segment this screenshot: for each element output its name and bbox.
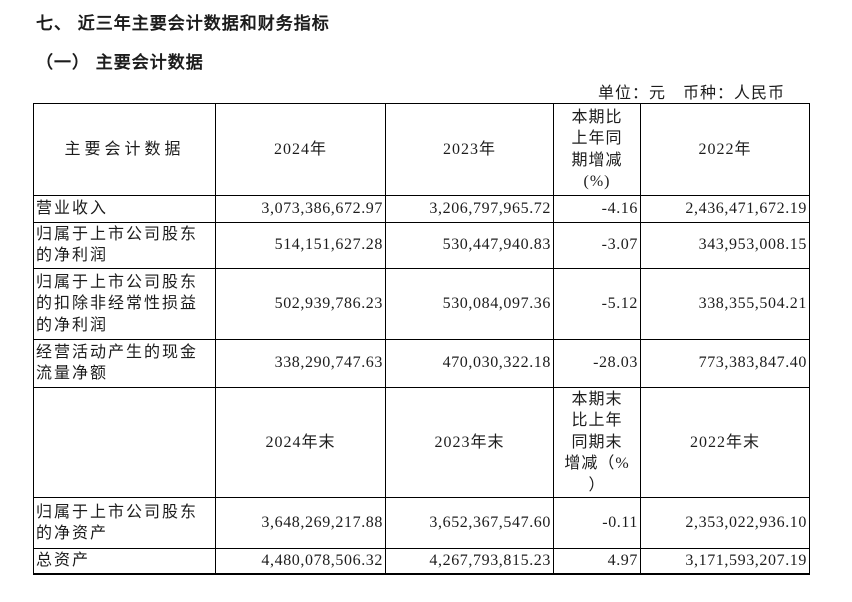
cell-change-pct: -4.16: [553, 195, 641, 223]
cell-2024-value: 338,290,747.63: [215, 338, 386, 388]
header-cell-label: 主要会计数据: [33, 103, 216, 196]
cell-2023-value: 530,084,097.36: [385, 267, 554, 340]
cell-change-pct: -0.11: [553, 497, 641, 550]
header-cell-2022: 2022年: [640, 103, 810, 196]
header-cell-2023-end: 2023年末: [385, 386, 554, 499]
table-row-total-assets: 总资产 4,480,078,506.32 4,267,793,815.23 4.…: [33, 548, 810, 575]
cell-2023-value: 3,206,797,965.72: [385, 195, 554, 223]
cell-label: 经营活动产生的现金 流量净额: [33, 338, 216, 388]
accounting-data-table: 主要会计数据 2024年 2023年 本期比 上年同 期增减 (%) 2022年…: [33, 103, 810, 575]
cell-label: 归属于上市公司股东 的扣除非经常性损益 的净利润: [33, 267, 216, 340]
cell-2022-value: 3,171,593,207.19: [640, 548, 810, 575]
cell-2022-value: 2,436,471,672.19: [640, 195, 810, 223]
cell-change-pct: -28.03: [553, 338, 641, 388]
cell-label: 营业收入: [33, 195, 216, 223]
cell-2024-value: 514,151,627.28: [215, 222, 386, 269]
cell-change-pct: 4.97: [553, 548, 641, 575]
cell-label: 归属于上市公司股东 的净利润: [33, 222, 216, 269]
cell-2024-value: 3,648,269,217.88: [215, 497, 386, 550]
cell-2024-value: 4,480,078,506.32: [215, 548, 386, 575]
header-cell-2024-end: 2024年末: [215, 386, 386, 499]
header-cell-2023: 2023年: [385, 103, 554, 196]
table-row-operating-revenue: 营业收入 3,073,386,672.97 3,206,797,965.72 -…: [33, 195, 810, 223]
header-cell-change-pct: 本期比 上年同 期增减 (%): [553, 103, 641, 196]
cell-2022-value: 773,383,847.40: [640, 338, 810, 388]
annual-header-row: 主要会计数据 2024年 2023年 本期比 上年同 期增减 (%) 2022年: [33, 103, 810, 196]
unit-currency-note: 单位：元 币种：人民币: [597, 85, 785, 102]
cell-change-pct: -5.12: [553, 267, 641, 340]
period-end-header-row: 2024年末 2023年末 本期末 比上年 同期末 增减（% ） 2022年末: [33, 386, 810, 499]
cell-2023-value: 3,652,367,547.60: [385, 497, 554, 550]
cell-change-pct: -3.07: [553, 222, 641, 269]
header-cell-2022-end: 2022年末: [640, 386, 810, 499]
cell-2022-value: 343,953,008.15: [640, 222, 810, 269]
section-title: 七、 近三年主要会计数据和财务指标: [36, 14, 330, 33]
cell-2022-value: 2,353,022,936.10: [640, 497, 810, 550]
header-cell-end-change-pct: 本期末 比上年 同期末 增减（% ）: [553, 386, 641, 499]
table-row-net-profit-excl-nonrecurring: 归属于上市公司股东 的扣除非经常性损益 的净利润 502,939,786.23 …: [33, 267, 810, 340]
cell-2024-value: 502,939,786.23: [215, 267, 386, 340]
header-cell-2024: 2024年: [215, 103, 386, 196]
table-row-net-assets: 归属于上市公司股东 的净资产 3,648,269,217.88 3,652,36…: [33, 497, 810, 550]
header-cell-empty: [33, 386, 216, 499]
subsection-title: （一） 主要会计数据: [36, 53, 204, 72]
cell-2023-value: 530,447,940.83: [385, 222, 554, 269]
cell-2023-value: 4,267,793,815.23: [385, 548, 554, 575]
table-row-net-profit: 归属于上市公司股东 的净利润 514,151,627.28 530,447,94…: [33, 222, 810, 269]
cell-2023-value: 470,030,322.18: [385, 338, 554, 388]
cell-label: 总资产: [33, 548, 216, 575]
cell-2022-value: 338,355,504.21: [640, 267, 810, 340]
table-row-operating-cash-flow: 经营活动产生的现金 流量净额 338,290,747.63 470,030,32…: [33, 338, 810, 388]
cell-2024-value: 3,073,386,672.97: [215, 195, 386, 223]
cell-label: 归属于上市公司股东 的净资产: [33, 497, 216, 550]
